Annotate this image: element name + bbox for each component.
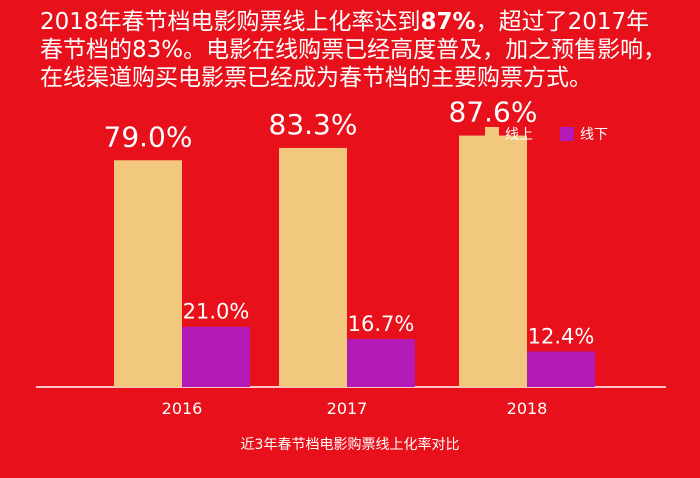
data-label-2016-online: 79.0% <box>104 120 193 153</box>
chart-caption: 近3年春节档电影购票线上化率对比 <box>240 437 460 453</box>
legend-swatch-online <box>485 127 499 141</box>
bar-2016-offline <box>182 326 250 387</box>
data-label-2018-offline: 12.4% <box>528 324 595 348</box>
headline-part2: ，超过了2017年春节档的83%。电影在线购票已经高度普及，加之预售影响，在线渠… <box>40 9 667 91</box>
bar-2016-online <box>114 160 182 387</box>
headline-text: 2018年春节档电影购票线上化率达到87%，超过了2017年春节档的83%。电影… <box>40 8 670 92</box>
legend-swatch-offline <box>560 127 574 141</box>
x-tick-label-2017: 2017 <box>327 399 368 418</box>
x-tick-label-2018: 2018 <box>507 399 548 418</box>
bar-2017-online <box>279 147 347 387</box>
headline-highlight: 87% <box>420 9 476 35</box>
legend-label-online: 线上 <box>505 127 533 143</box>
data-label-2018-online: 87.6% <box>449 96 538 129</box>
data-label-2016-offline: 21.0% <box>183 300 250 324</box>
bar-2018-offline <box>527 351 595 387</box>
bar-2017-offline <box>347 339 415 387</box>
x-tick-label-2016: 2016 <box>162 399 203 418</box>
headline-part1: 2018年春节档电影购票线上化率达到 <box>40 9 421 35</box>
legend-label-offline: 线下 <box>580 127 608 143</box>
bar-2018-online <box>459 135 527 387</box>
data-label-2017-offline: 16.7% <box>348 312 415 336</box>
data-label-2017-online: 83.3% <box>269 108 358 141</box>
